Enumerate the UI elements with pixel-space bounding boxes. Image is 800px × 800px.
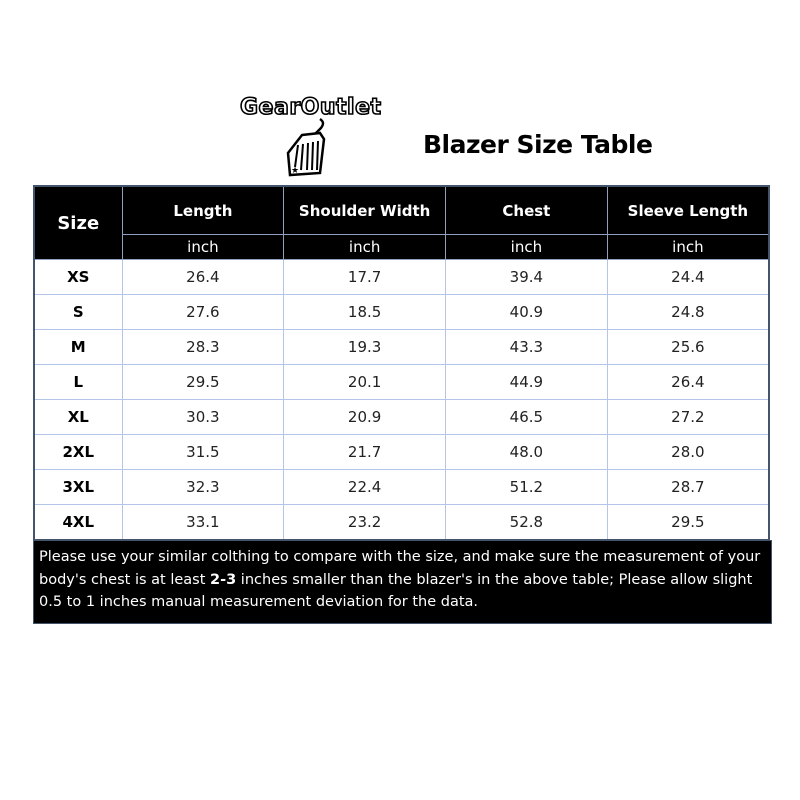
column-header: Length xyxy=(121,185,285,235)
value-cell: 28.7 xyxy=(606,469,770,505)
column-header: Sleeve Length xyxy=(606,185,770,235)
value-cell: 24.4 xyxy=(606,259,770,295)
page-title: Blazer Size Table xyxy=(423,130,653,159)
value-cell: 23.2 xyxy=(283,504,446,541)
unit-row: inch inch inch inch xyxy=(34,234,770,260)
value-cell: 40.9 xyxy=(445,294,608,330)
value-cell: 52.8 xyxy=(445,504,608,541)
value-cell: 27.6 xyxy=(121,294,285,330)
table-row: L 29.5 20.1 44.9 26.4 xyxy=(33,364,770,400)
size-cell: S xyxy=(33,294,123,330)
value-cell: 20.1 xyxy=(283,364,446,400)
value-cell: 29.5 xyxy=(606,504,770,541)
table-row: 3XL 32.3 22.4 51.2 28.7 xyxy=(33,469,770,505)
size-cell: L xyxy=(33,364,123,400)
value-cell: 46.5 xyxy=(445,399,608,435)
gear-outlet-logo: GearOutlet ★ xyxy=(239,94,405,177)
column-header: Shoulder Width xyxy=(283,185,446,235)
value-cell: 28.3 xyxy=(121,329,285,365)
sizing-note: Please use your similar colthing to comp… xyxy=(33,540,772,624)
table-row: M 28.3 19.3 43.3 25.6 xyxy=(33,329,770,365)
value-cell: 26.4 xyxy=(121,259,285,295)
value-cell: 32.3 xyxy=(121,469,285,505)
value-cell: 51.2 xyxy=(445,469,608,505)
value-cell: 33.1 xyxy=(121,504,285,541)
value-cell: 22.4 xyxy=(283,469,446,505)
value-cell: 39.4 xyxy=(445,259,608,295)
value-cell: 44.9 xyxy=(445,364,608,400)
note-bold: 2-3 xyxy=(210,571,237,588)
size-cell: 3XL xyxy=(33,469,123,505)
size-cell: XS xyxy=(33,259,123,295)
value-cell: 24.8 xyxy=(606,294,770,330)
note-text: inches smaller than the blazer's in the … xyxy=(39,571,753,611)
size-header: Size xyxy=(33,185,123,260)
value-cell: 19.3 xyxy=(283,329,446,365)
table-row: 2XL 31.5 21.7 48.0 28.0 xyxy=(33,434,770,470)
value-cell: 30.3 xyxy=(121,399,285,435)
unit-header: inch xyxy=(121,234,285,260)
unit-header: inch xyxy=(283,234,446,260)
table-row: XL 30.3 20.9 46.5 27.2 xyxy=(33,399,770,435)
unit-header: inch xyxy=(606,234,770,260)
value-cell: 25.6 xyxy=(606,329,770,365)
value-cell: 21.7 xyxy=(283,434,446,470)
size-table: Size Length Shoulder Width Chest Sleeve … xyxy=(33,185,770,541)
size-cell: XL xyxy=(33,399,123,435)
value-cell: 28.0 xyxy=(606,434,770,470)
unit-header: inch xyxy=(445,234,608,260)
value-cell: 18.5 xyxy=(283,294,446,330)
table-row: XS 26.4 17.7 39.4 24.4 xyxy=(33,259,770,295)
table-row: 4XL 33.1 23.2 52.8 29.5 xyxy=(33,504,770,541)
value-cell: 27.2 xyxy=(606,399,770,435)
note-text: Please use your similar colthing to comp… xyxy=(39,549,761,588)
value-cell: 43.3 xyxy=(445,329,608,365)
column-header: Chest xyxy=(445,185,608,235)
size-cell: M xyxy=(33,329,123,365)
header-row: Size Length Shoulder Width Chest Sleeve … xyxy=(33,185,770,260)
value-cell: 48.0 xyxy=(445,434,608,470)
value-cell: 20.9 xyxy=(283,399,446,435)
size-cell: 4XL xyxy=(33,504,123,541)
svg-text:★: ★ xyxy=(291,166,299,176)
table-row: S 27.6 18.5 40.9 24.8 xyxy=(33,294,770,330)
value-cell: 29.5 xyxy=(121,364,285,400)
price-tag-icon: ★ xyxy=(286,117,326,177)
logo-text: GearOutlet xyxy=(239,94,382,121)
size-cell: 2XL xyxy=(33,434,123,470)
value-cell: 31.5 xyxy=(121,434,285,470)
value-cell: 17.7 xyxy=(283,259,446,295)
value-cell: 26.4 xyxy=(606,364,770,400)
